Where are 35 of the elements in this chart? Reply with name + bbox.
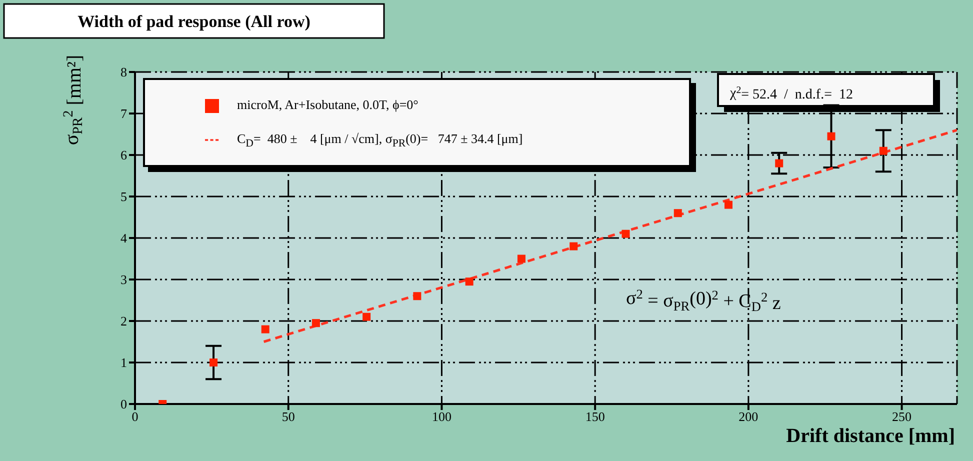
- x-tick-label: 200: [738, 409, 758, 424]
- legend-label: C$_{D}$= 480 ± 4 [μm / √cm], σ$_{PR}$(0)= 747 ± 34.4 [μm]: [237, 131, 523, 150]
- point: [775, 159, 784, 168]
- point: [517, 254, 526, 263]
- y-tick-label: 0: [120, 396, 127, 412]
- point: [362, 312, 371, 321]
- point: [622, 230, 630, 238]
- point: [674, 209, 682, 218]
- point: [312, 319, 320, 328]
- point: [827, 132, 836, 140]
- point: [261, 325, 270, 334]
- y-tick-label: 3: [120, 272, 127, 288]
- y-tick-label: 8: [120, 64, 127, 80]
- y-tick-label: 5: [120, 189, 127, 204]
- text: σ$^{2}$ = σ$_{PR}$(0)$^{2}$ + C$_{D}$$^{2}$ z: [626, 286, 781, 314]
- x-tick-label: 100: [432, 409, 452, 424]
- y-tick-label: 1: [120, 355, 127, 370]
- x-tick-label: 50: [282, 409, 295, 424]
- x-axis-title: Drift distance [mm]: [786, 425, 955, 447]
- point: [465, 278, 474, 286]
- x-tick-label: 250: [892, 409, 912, 424]
- x-tick-label: 150: [585, 409, 605, 424]
- point: [879, 146, 888, 155]
- point: [413, 292, 422, 300]
- y-tick-label: 6: [120, 148, 128, 163]
- annotation: χ$^{2}$= 52.4 / n.d.f.= 12: [729, 85, 853, 103]
- legend-label: microM, Ar+Isobutane, 0.0T, ϕ=0°: [237, 97, 418, 112]
- point: [724, 200, 732, 209]
- point: [210, 358, 218, 366]
- point: [570, 242, 578, 250]
- y-tick-label: 7: [120, 106, 128, 122]
- y-tick-label: 4: [120, 230, 128, 246]
- x-tick-label: 0: [132, 409, 138, 424]
- y-tick-label: 2: [120, 314, 127, 329]
- chart-title: Width of pad response (All row): [78, 12, 310, 31]
